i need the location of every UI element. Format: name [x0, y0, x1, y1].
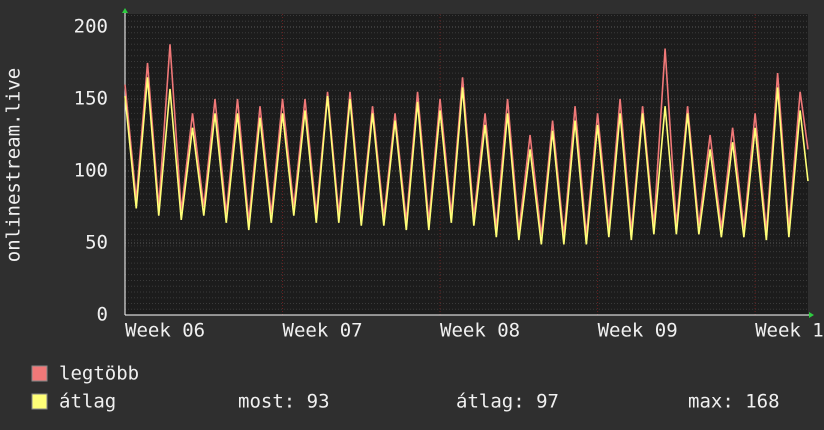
legend-swatch: [31, 393, 48, 410]
legend-swatch: [31, 365, 48, 382]
y-axis-label: onlinestream.live: [3, 68, 25, 262]
x-tick-label: Week 09: [598, 320, 678, 342]
series-line: [124, 77, 809, 245]
y-arrow: [122, 8, 128, 13]
x-arrow: [809, 312, 814, 318]
y-tick-label: 100: [74, 159, 108, 181]
stat-label: most: 93: [238, 391, 330, 413]
legend-label: legtöbb: [59, 363, 139, 385]
stat-label: átlag: 97: [456, 391, 559, 413]
y-tick-label: 200: [74, 15, 108, 37]
stat-label: max: 168: [688, 391, 780, 413]
y-tick-label: 50: [85, 231, 108, 253]
x-tick-label: Week 07: [283, 320, 363, 342]
x-tick-label: Week 08: [440, 320, 520, 342]
y-tick-label: 0: [97, 304, 108, 326]
legend-label: átlag: [59, 391, 116, 413]
plot-area: [125, 14, 808, 315]
x-tick-label: Week 06: [125, 320, 205, 342]
y-tick-label: 150: [74, 87, 108, 109]
x-tick-label: Week 1: [755, 320, 824, 342]
